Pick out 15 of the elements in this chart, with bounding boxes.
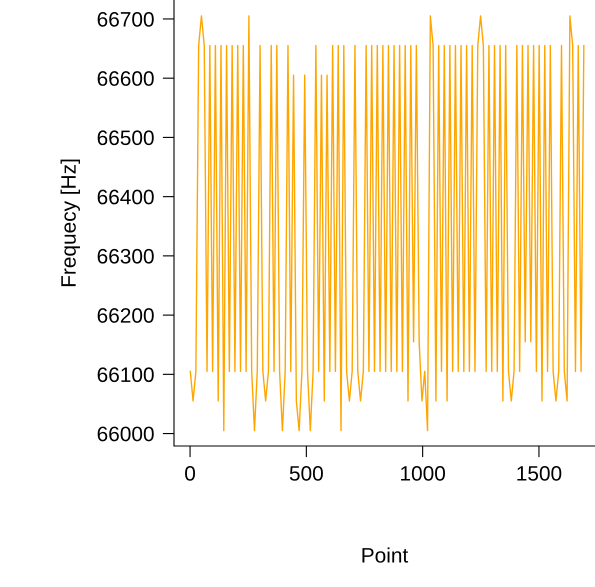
y-axis-title: Frequecy [Hz] [60,160,80,286]
y-tick-label: 66700 [98,12,154,27]
y-tick-label: 66200 [98,308,154,323]
y-tick-label: 66300 [98,248,154,264]
y-tick-label: 66500 [98,130,154,146]
y-tick-label: 66600 [98,71,154,86]
x-tick-label: 1000 [401,466,446,481]
line-series [190,15,585,432]
x-tick-label: 500 [290,466,323,481]
y-tick-label: 66100 [98,367,154,382]
x-axis-title: Point [362,547,408,563]
x-tick-label: 0 [185,466,196,481]
x-tick-label: 1500 [517,466,562,481]
y-tick-label: 66000 [98,426,154,442]
y-tick-label: 66400 [98,190,154,204]
